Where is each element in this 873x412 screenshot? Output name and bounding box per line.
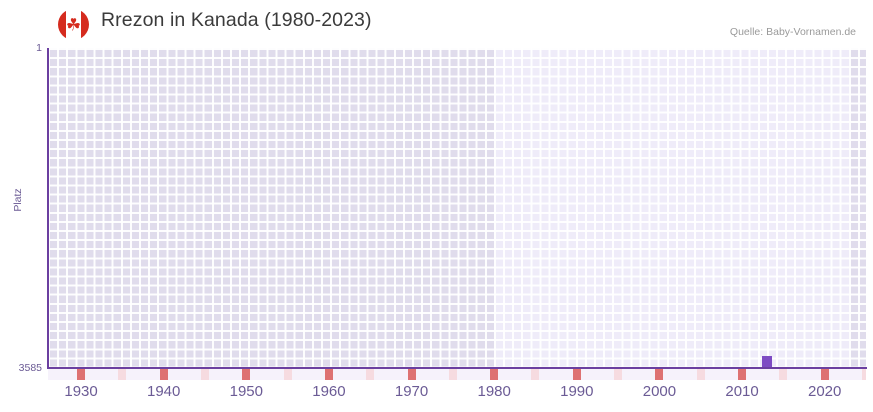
x-tick-minor [118, 369, 127, 380]
x-tick-major [159, 369, 168, 380]
data-bar [761, 355, 772, 368]
x-tick-major [324, 369, 333, 380]
page-title: Rrezon in Kanada (1980-2023) [101, 9, 372, 31]
x-tick-minor [862, 369, 866, 380]
x-tick-major [242, 369, 251, 380]
chart-header: ☘ Rrezon in Kanada (1980-2023) Quelle: B… [0, 0, 873, 48]
x-tick-label: 1980 [477, 383, 511, 400]
x-tick-major [407, 369, 416, 380]
y-axis-title: Platz [12, 188, 24, 212]
x-tick-major [77, 369, 86, 380]
x-axis-tick-strip [48, 369, 866, 380]
x-tick-label: 1940 [146, 383, 181, 400]
x-tick-major [820, 369, 829, 380]
plot-area [48, 48, 866, 368]
flag-band-left [58, 9, 66, 40]
x-tick-minor [200, 369, 209, 380]
x-tick-minor [531, 369, 540, 380]
x-tick-major [572, 369, 581, 380]
x-tick-label: 2010 [725, 383, 759, 400]
x-tick-major [490, 369, 499, 380]
y-axis-line [47, 48, 49, 369]
source-attribution: Quelle: Baby-Vornamen.de [729, 26, 856, 38]
x-tick-minor [283, 369, 292, 380]
maple-leaf-icon: ☘ [65, 15, 82, 34]
x-tick-minor [366, 369, 375, 380]
x-tick-label: 1960 [312, 383, 346, 400]
x-tick-label: 2000 [642, 383, 677, 400]
y-tick-label-top: 1 [36, 42, 42, 54]
x-tick-label: 2020 [807, 383, 842, 400]
grid-overlay [48, 48, 866, 368]
x-tick-minor [779, 369, 788, 380]
x-tick-major [738, 369, 747, 380]
x-tick-major [655, 369, 664, 380]
y-tick-label-bottom: 3585 [18, 362, 42, 374]
x-tick-label: 1950 [229, 383, 263, 400]
x-tick-label: 1990 [560, 383, 594, 400]
canada-flag-icon: ☘ [58, 9, 89, 40]
x-axis-line [47, 367, 867, 369]
x-tick-minor [614, 369, 623, 380]
x-tick-minor [696, 369, 705, 380]
flag-band-right [81, 9, 89, 40]
x-tick-label: 1970 [394, 383, 429, 400]
x-tick-label: 1930 [64, 383, 98, 400]
x-tick-minor [448, 369, 457, 380]
